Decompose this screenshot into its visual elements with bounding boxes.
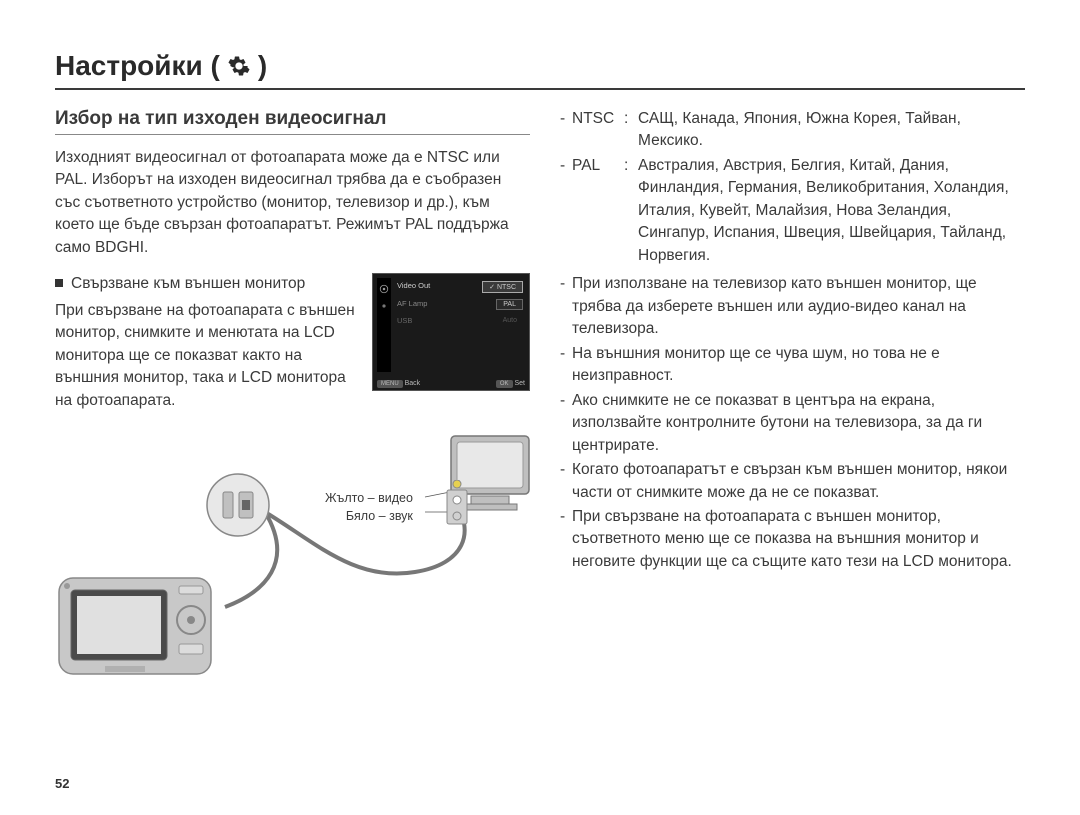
standard-pal-row: - PAL : Австралия, Австрия, Белгия, Кита… (560, 155, 1025, 267)
menu-option-ntsc: ✓ NTSC (482, 281, 523, 293)
note-text: При използване на телевизор като външен … (572, 273, 1025, 340)
standard-term: PAL (572, 155, 624, 267)
page-title: Настройки ( ) (55, 50, 1025, 90)
menu-item-af-lamp: AF Lamp (397, 299, 427, 310)
cable-white-label: Бяло – звук (325, 508, 413, 526)
menu-set-label: Set (514, 380, 525, 387)
menu-back-button: MENU (377, 380, 403, 388)
note-text: Когато фотоапаратът е свързан към външен… (572, 459, 1025, 504)
section-heading: Избор на тип изходен видеосигнал (55, 108, 530, 135)
note-text: При свързване на фотоапарата с външен мо… (572, 506, 1025, 573)
note-row: - На външния монитор ще се чува шум, но … (560, 343, 1025, 388)
menu-item-usb: USB (397, 316, 412, 325)
menu-option-auto: Auto (497, 316, 523, 325)
note-row: - Ако снимките не се показват в центъра … (560, 390, 1025, 457)
av-plugs-icon (445, 480, 469, 530)
note-text: Ако снимките не се показват в центъра на… (572, 390, 1025, 457)
standard-ntsc-row: - NTSC : САЩ, Канада, Япония, Южна Корея… (560, 108, 1025, 153)
menu-option-pal: PAL (496, 299, 523, 310)
standard-term: NTSC (572, 108, 624, 153)
title-prefix: Настройки ( (55, 50, 220, 82)
connect-body: При свързване на фотоапарата с външен мо… (55, 300, 362, 412)
square-bullet-icon (55, 279, 63, 287)
standard-desc: САЩ, Канада, Япония, Южна Корея, Тайван,… (638, 108, 1025, 153)
menu-set-button: OK (496, 380, 513, 388)
note-text: На външния монитор ще се чува шум, но то… (572, 343, 1025, 388)
cable-yellow-label: Жълто – видео (325, 490, 413, 508)
menu-gear-icon (379, 284, 389, 294)
menu-back-label: Back (405, 380, 421, 387)
menu-item-video-out: Video Out (397, 281, 430, 293)
menu-dot-icon (380, 302, 388, 310)
connection-diagram: Жълто – видео Бяло – звук (55, 432, 535, 682)
camera-icon (55, 572, 215, 682)
port-zoom-icon (205, 472, 271, 538)
standard-desc: Австралия, Австрия, Белгия, Китай, Дания… (638, 155, 1025, 267)
camera-menu-screenshot: Video Out ✓ NTSC AF Lamp PAL USB Auto ME… (372, 273, 530, 391)
gear-icon (228, 55, 250, 77)
connect-heading: Свързване към външен монитор (71, 273, 305, 295)
note-row: - При използване на телевизор като външе… (560, 273, 1025, 340)
note-row: - При свързване на фотоапарата с външен … (560, 506, 1025, 573)
page-number: 52 (55, 776, 69, 791)
note-row: - Когато фотоапаратът е свързан към външ… (560, 459, 1025, 504)
title-suffix: ) (258, 50, 267, 82)
intro-paragraph: Изходният видеосигнал от фотоапарата мож… (55, 147, 530, 259)
